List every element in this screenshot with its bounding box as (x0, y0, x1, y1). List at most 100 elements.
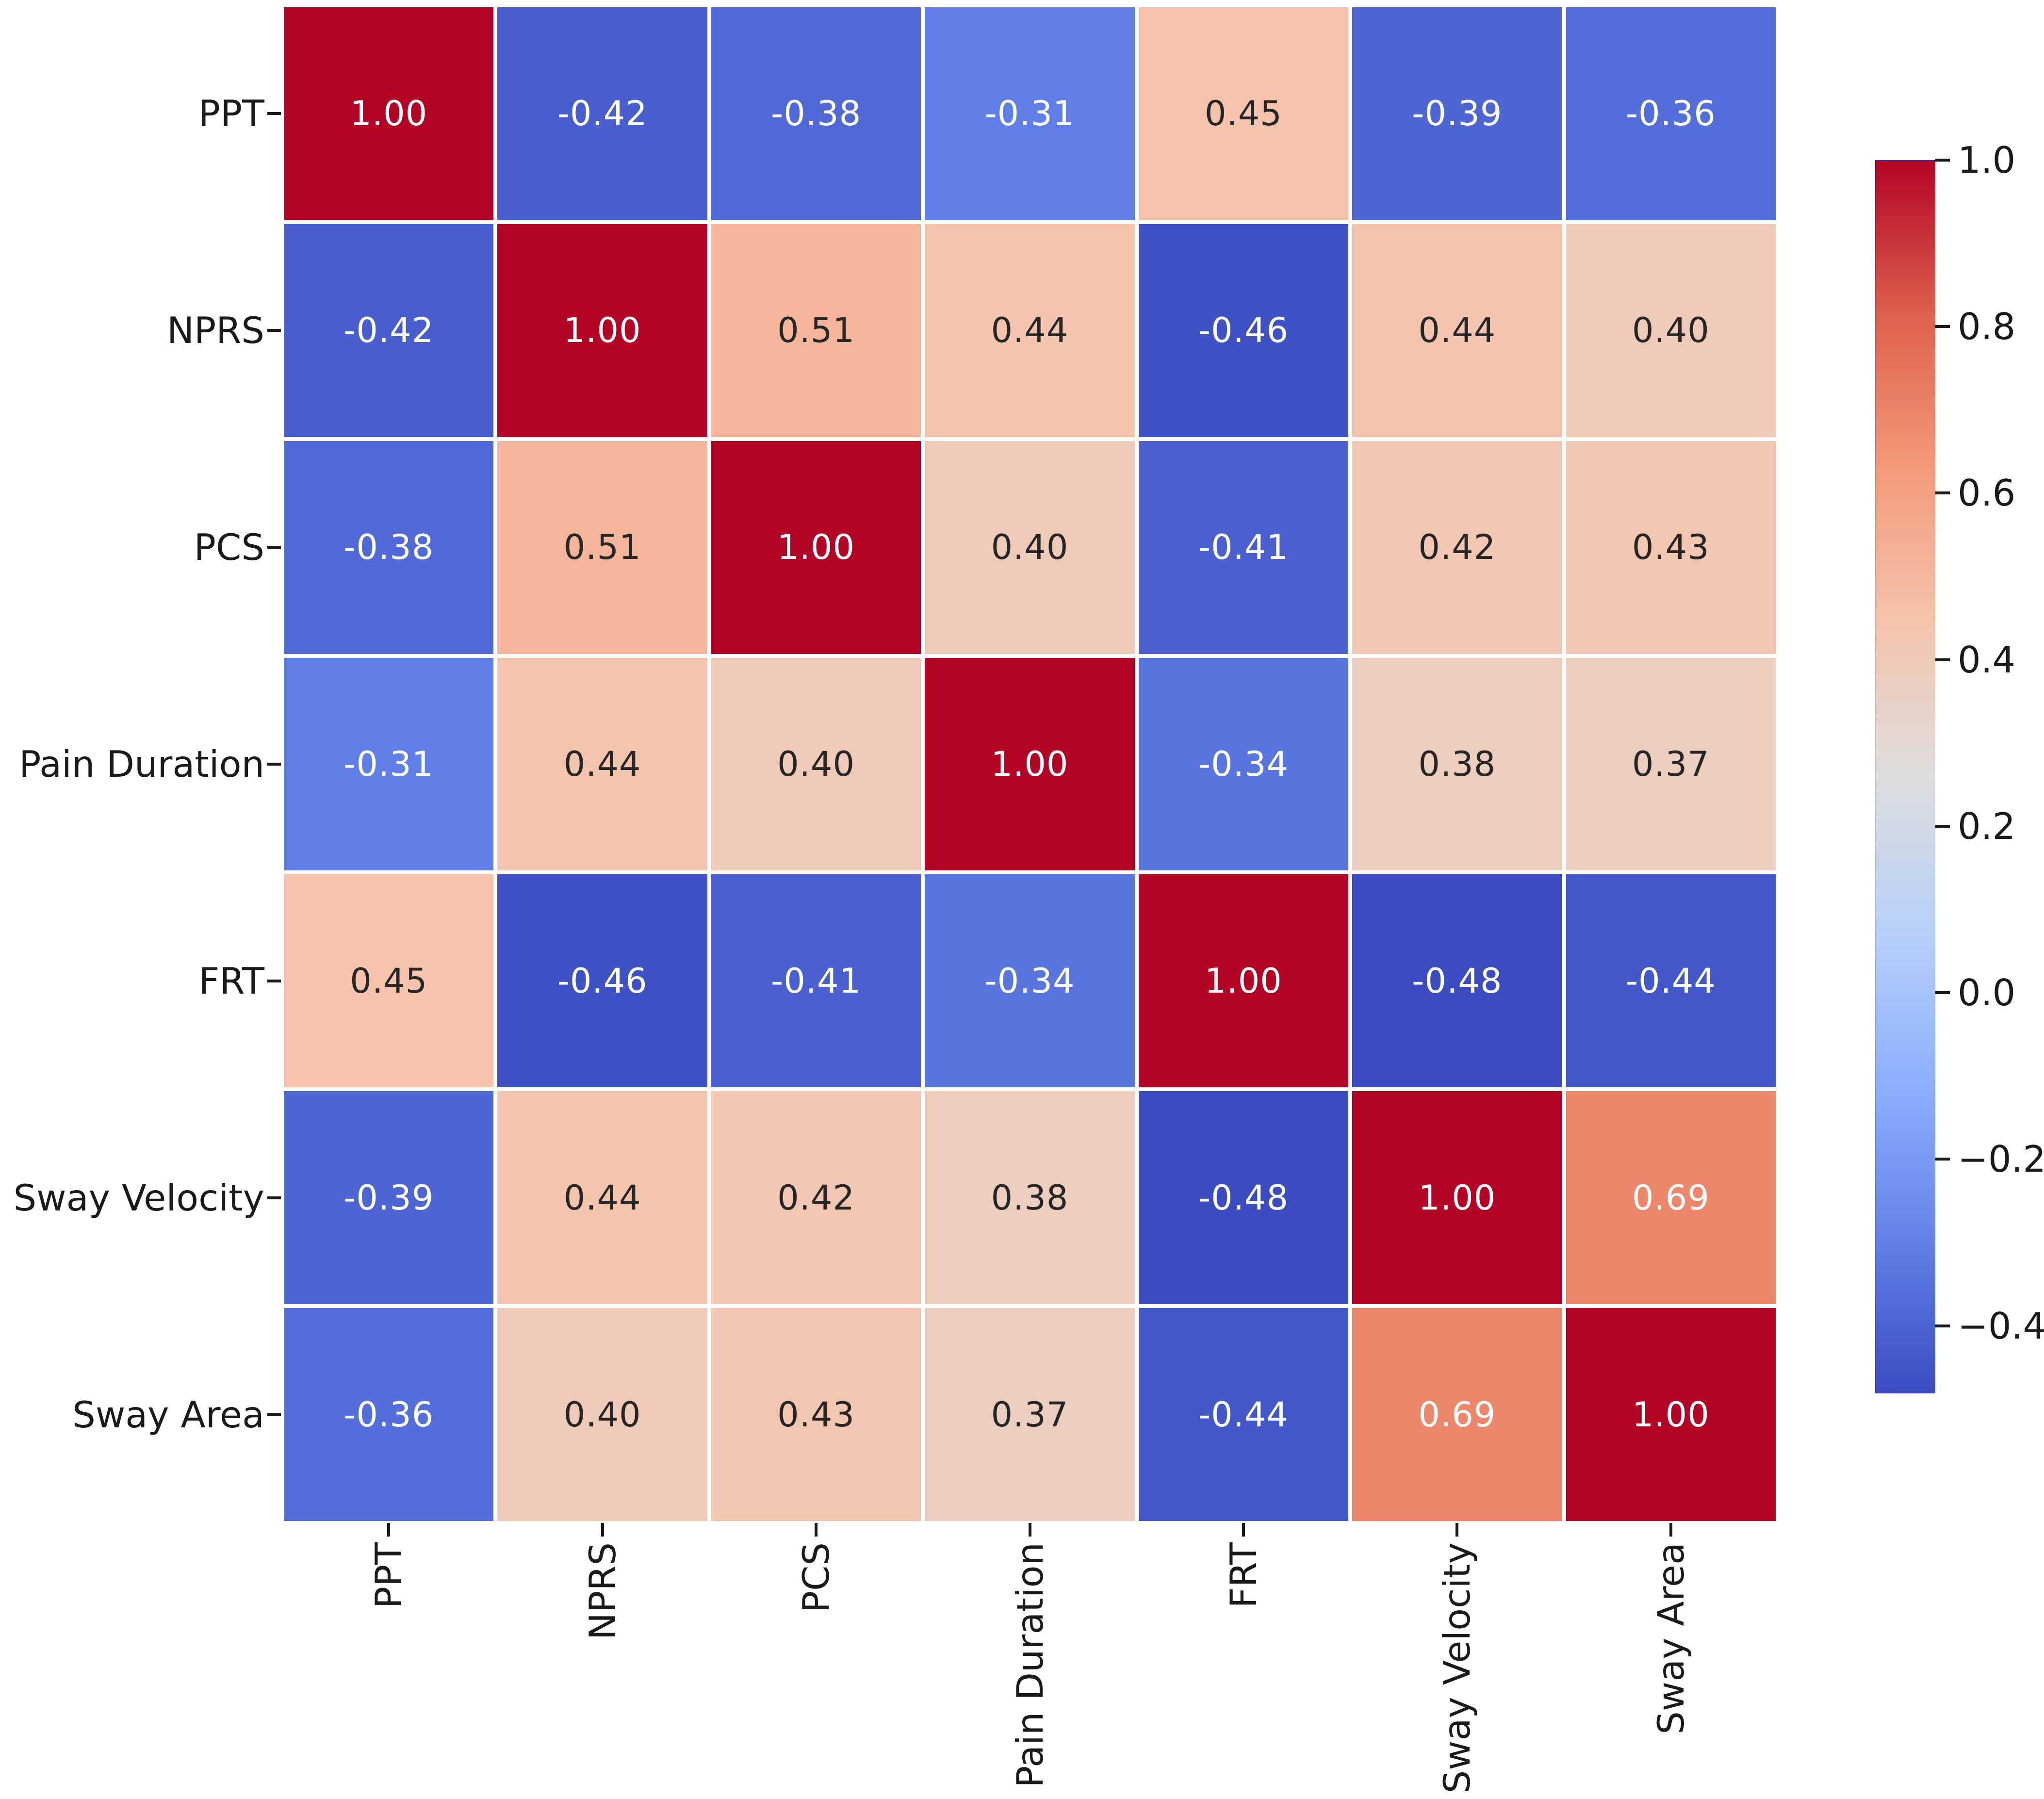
heatmap-cell: 0.43 (1566, 441, 1776, 654)
y-tick-mark (267, 112, 281, 115)
x-axis-label: PPT (367, 1542, 410, 1609)
heatmap-cell: 0.45 (1138, 7, 1349, 220)
cell-value: 0.44 (991, 311, 1069, 351)
heatmap-cell: -0.42 (284, 224, 494, 437)
cell-value: -0.34 (984, 961, 1075, 1001)
cell-value: -0.46 (557, 961, 648, 1001)
colorbar-tick-label: 0.6 (1958, 472, 2016, 515)
cell-value: -0.48 (1412, 961, 1503, 1001)
cell-value: -0.38 (343, 527, 434, 568)
y-tick-mark (267, 979, 281, 982)
heatmap-cell: -0.39 (1352, 7, 1562, 220)
heatmap-cell: 0.51 (497, 441, 707, 654)
heatmap-cell: 0.69 (1566, 1091, 1776, 1305)
y-axis-label: PPT (198, 92, 264, 135)
colorbar-tick-mark (1935, 824, 1950, 828)
cell-value: 0.40 (563, 1394, 641, 1435)
colorbar (1875, 160, 1935, 1393)
x-axis-label: PCS (795, 1542, 838, 1613)
y-axis-label: Sway Area (72, 1393, 264, 1436)
heatmap-cell: -0.39 (284, 1091, 494, 1305)
cell-value: 0.45 (1204, 94, 1282, 134)
colorbar-tick-label: −0.4 (1958, 1304, 2044, 1347)
colorbar-tick-mark (1935, 1158, 1950, 1161)
colorbar-tick-mark (1935, 159, 1950, 162)
colorbar-tick-mark (1935, 991, 1950, 995)
colorbar-tick-mark (1935, 325, 1950, 328)
cell-value: -0.31 (343, 744, 434, 784)
x-tick-mark (387, 1523, 391, 1537)
heatmap-cell: 0.38 (925, 1091, 1135, 1305)
heatmap-cell: 1.00 (711, 441, 921, 654)
cell-value: -0.42 (557, 94, 648, 134)
x-tick-mark (1242, 1523, 1245, 1537)
heatmap-cell: 0.44 (497, 1091, 707, 1305)
x-tick-mark (1455, 1523, 1459, 1537)
colorbar-tick-label: 0.8 (1958, 305, 2016, 348)
cell-value: 0.42 (777, 1178, 855, 1218)
colorbar-tick-mark (1935, 658, 1950, 661)
cell-value: -0.34 (1198, 744, 1289, 784)
heatmap-cell: -0.48 (1352, 874, 1562, 1088)
heatmap-cell: 1.00 (1138, 874, 1349, 1088)
y-tick-mark (267, 1196, 281, 1199)
heatmap-cell: 0.43 (711, 1308, 921, 1521)
heatmap-cell: 0.40 (1566, 224, 1776, 437)
heatmap-cell: 0.40 (497, 1308, 707, 1521)
heatmap-cell: -0.48 (1138, 1091, 1349, 1305)
colorbar-tick-label: 0.0 (1958, 971, 2016, 1014)
heatmap-cell: 0.42 (711, 1091, 921, 1305)
heatmap-cell: -0.44 (1566, 874, 1776, 1088)
heatmap-cell: 1.00 (925, 657, 1135, 871)
cell-value: -0.48 (1198, 1178, 1289, 1218)
cell-value: 0.38 (991, 1178, 1069, 1218)
heatmap-cell: 0.37 (925, 1308, 1135, 1521)
heatmap-cell: 0.69 (1352, 1308, 1562, 1521)
heatmap-cell: 0.45 (284, 874, 494, 1088)
cell-value: 0.44 (563, 744, 641, 784)
heatmap-cell: 1.00 (284, 7, 494, 220)
heatmap-cell: -0.41 (711, 874, 921, 1088)
cell-value: 0.43 (1632, 527, 1710, 568)
cell-value: 0.42 (1418, 527, 1496, 568)
cell-value: -0.41 (1198, 527, 1289, 568)
y-tick-mark (267, 546, 281, 549)
y-axis-label: Sway Velocity (13, 1176, 264, 1219)
cell-value: 1.00 (563, 311, 641, 351)
heatmap-grid: 1.00 -0.42 -0.38 -0.31 0.45 -0.39 -0.36 -0.42 1.… (284, 7, 1776, 1521)
heatmap-cell: -0.36 (1566, 7, 1776, 220)
cell-value: 1.00 (1632, 1394, 1710, 1435)
cell-value: -0.31 (984, 94, 1075, 134)
y-tick-mark (267, 763, 281, 766)
cell-value: -0.44 (1198, 1394, 1289, 1435)
heatmap-cell: 0.38 (1352, 657, 1562, 871)
cell-value: 0.44 (563, 1178, 641, 1218)
cell-value: 0.51 (777, 311, 855, 351)
cell-value: -0.36 (343, 1394, 434, 1435)
cell-value: 0.40 (777, 744, 855, 784)
heatmap-cell: 0.40 (711, 657, 921, 871)
x-tick-mark (815, 1523, 818, 1537)
cell-value: 1.00 (991, 744, 1069, 784)
heatmap-cell: 0.51 (711, 224, 921, 437)
x-axis-label: Sway Velocity (1436, 1542, 1479, 1794)
cell-value: -0.46 (1198, 311, 1289, 351)
y-tick-mark (267, 329, 281, 332)
colorbar-tick-label: −0.2 (1958, 1138, 2044, 1181)
heatmap-cell: -0.41 (1138, 441, 1349, 654)
cell-value: 0.37 (991, 1394, 1069, 1435)
heatmap-cell: -0.42 (497, 7, 707, 220)
cell-value: 1.00 (350, 94, 428, 134)
heatmap-cell: 0.42 (1352, 441, 1562, 654)
heatmap-cell: -0.44 (1138, 1308, 1349, 1521)
cell-value: -0.42 (343, 311, 434, 351)
x-axis-label: NPRS (581, 1542, 624, 1640)
heatmap-cell: 1.00 (1566, 1308, 1776, 1521)
x-tick-mark (601, 1523, 604, 1537)
cell-value: 0.37 (1632, 744, 1710, 784)
cell-value: 1.00 (1418, 1178, 1496, 1218)
heatmap-cell: -0.36 (284, 1308, 494, 1521)
heatmap-cell: -0.34 (1138, 657, 1349, 871)
cell-value: 0.44 (1418, 311, 1496, 351)
cell-value: 0.40 (1632, 311, 1710, 351)
